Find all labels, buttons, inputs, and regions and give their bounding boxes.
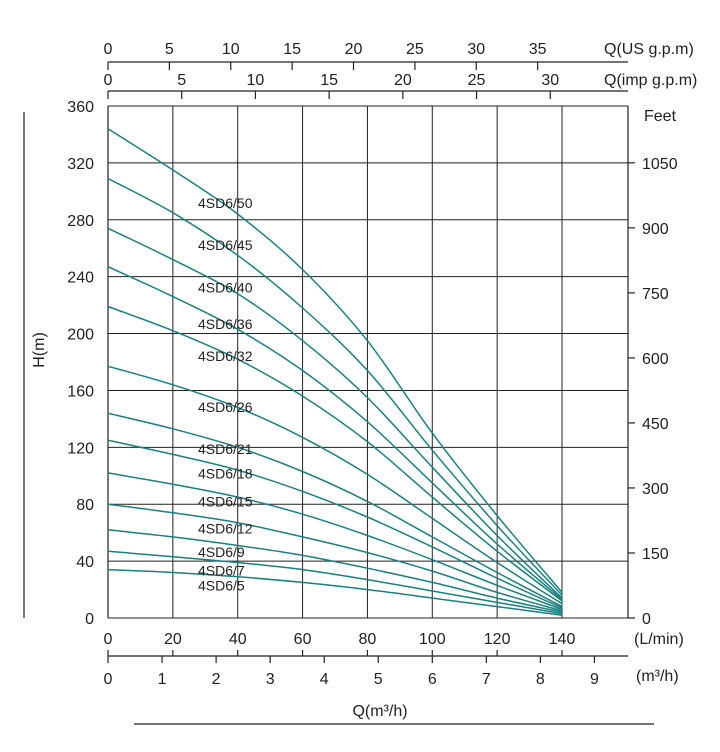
series-label-4SD6-9: 4SD6/9 bbox=[198, 544, 245, 560]
curve-4SD6-21 bbox=[107, 412, 563, 608]
series-label-4SD6-12: 4SD6/12 bbox=[198, 521, 253, 537]
series-label-4SD6-15: 4SD6/15 bbox=[198, 494, 253, 510]
curves bbox=[107, 128, 563, 616]
feet-tick-150: 150 bbox=[642, 546, 669, 563]
top-axis-1-title: Q(imp g.p.m) bbox=[604, 72, 697, 89]
series-label-4SD6-40: 4SD6/40 bbox=[198, 280, 253, 296]
curve-4SD6-5 bbox=[107, 568, 563, 616]
curve-4SD6-40 bbox=[107, 227, 563, 599]
y-tick-320: 320 bbox=[67, 156, 94, 173]
x-axis-title: Q(m³/h) bbox=[352, 703, 407, 720]
top-axis-0-tick-20: 20 bbox=[345, 41, 363, 58]
x-tick-0: 0 bbox=[104, 631, 113, 648]
m3h-tick-0: 0 bbox=[104, 671, 113, 688]
feet-tick-300: 300 bbox=[642, 481, 669, 498]
m3h-tick-4: 4 bbox=[320, 671, 329, 688]
series-label-4SD6-36: 4SD6/36 bbox=[198, 316, 253, 332]
top-axis-0-tick-10: 10 bbox=[222, 41, 240, 58]
series-label-4SD6-50: 4SD6/50 bbox=[198, 195, 253, 211]
x-tick-40: 40 bbox=[229, 631, 247, 648]
feet-tick-900: 900 bbox=[642, 221, 669, 238]
series-label-4SD6-21: 4SD6/21 bbox=[198, 441, 253, 457]
series-label-4SD6-45: 4SD6/45 bbox=[198, 237, 253, 253]
m3h-tick-9: 9 bbox=[590, 671, 599, 688]
y-tick-360: 360 bbox=[67, 99, 94, 116]
y-tick-240: 240 bbox=[67, 270, 94, 287]
series-label-4SD6-26: 4SD6/26 bbox=[198, 399, 253, 415]
m3h-tick-8: 8 bbox=[536, 671, 545, 688]
curve-4SD6-15 bbox=[107, 472, 563, 611]
curve-4SD6-18 bbox=[107, 439, 563, 609]
top-axis-1-tick-15: 15 bbox=[320, 72, 338, 89]
curve-4SD6-26 bbox=[107, 365, 563, 605]
curve-4SD6-7 bbox=[107, 550, 563, 615]
y-tick-200: 200 bbox=[67, 327, 94, 344]
m3h-tick-5: 5 bbox=[374, 671, 383, 688]
series-label-4SD6-18: 4SD6/18 bbox=[198, 465, 253, 481]
x-tick-120: 120 bbox=[484, 631, 511, 648]
m3h-tick-1: 1 bbox=[158, 671, 167, 688]
series-label-4SD6-32: 4SD6/32 bbox=[198, 348, 253, 364]
top-axis-1-tick-10: 10 bbox=[247, 72, 265, 89]
feet-tick-1050: 1050 bbox=[642, 156, 678, 173]
m3h-tick-6: 6 bbox=[428, 671, 437, 688]
top-axis-0-tick-0: 0 bbox=[104, 41, 113, 58]
top-axis-0-tick-15: 15 bbox=[283, 41, 301, 58]
feet-tick-600: 600 bbox=[642, 351, 669, 368]
feet-tick-750: 750 bbox=[642, 286, 669, 303]
top-axis-0-tick-30: 30 bbox=[467, 41, 485, 58]
y-tick-160: 160 bbox=[67, 383, 94, 400]
curve-4SD6-50 bbox=[107, 128, 563, 593]
y-tick-40: 40 bbox=[76, 554, 94, 571]
feet-axis-title: Feet bbox=[644, 108, 677, 125]
x-tick-80: 80 bbox=[359, 631, 377, 648]
series-label-4SD6-5: 4SD6/5 bbox=[198, 578, 245, 594]
feet-tick-0: 0 bbox=[642, 611, 651, 628]
axes: 04080120160200240280320360H(m)0150300450… bbox=[23, 41, 697, 725]
y-tick-80: 80 bbox=[76, 497, 94, 514]
curve-4SD6-12 bbox=[107, 503, 563, 612]
labels: 4SD6/50 4SD6/45 4SD6/40 4SD6/36 4SD6/32 4SD6/… bbox=[198, 195, 253, 594]
y-tick-280: 280 bbox=[67, 213, 94, 230]
top-axis-1-tick-5: 5 bbox=[177, 72, 186, 89]
m3h-tick-2: 2 bbox=[212, 671, 221, 688]
y-tick-120: 120 bbox=[67, 440, 94, 457]
top-axis-0-tick-5: 5 bbox=[165, 41, 174, 58]
curve-4SD6-9 bbox=[107, 529, 563, 614]
y-tick-0: 0 bbox=[85, 611, 94, 628]
y-axis-title: H(m) bbox=[31, 332, 48, 368]
feet-tick-450: 450 bbox=[642, 416, 669, 433]
x-tick-100: 100 bbox=[419, 631, 446, 648]
x-tick-140: 140 bbox=[549, 631, 576, 648]
x-tick-20: 20 bbox=[164, 631, 182, 648]
top-axis-0-title: Q(US g.p.m) bbox=[604, 41, 694, 58]
top-axis-1-tick-25: 25 bbox=[468, 72, 486, 89]
m3h-tick-3: 3 bbox=[266, 671, 275, 688]
top-axis-1-tick-30: 30 bbox=[541, 72, 559, 89]
top-axis-0-tick-35: 35 bbox=[529, 41, 547, 58]
x-tick-60: 60 bbox=[294, 631, 312, 648]
series-label-4SD6-7: 4SD6/7 bbox=[198, 563, 245, 579]
curve-4SD6-45 bbox=[107, 177, 563, 596]
m3h-tick-7: 7 bbox=[482, 671, 491, 688]
top-axis-1-tick-0: 0 bbox=[104, 72, 113, 89]
grid bbox=[107, 105, 629, 619]
top-axis-0-tick-25: 25 bbox=[406, 41, 424, 58]
curve-4SD6-36 bbox=[107, 266, 563, 601]
lmin-unit-label: (L/min) bbox=[634, 631, 684, 648]
curve-4SD6-32 bbox=[107, 305, 563, 602]
m3h-unit-label: (m³/h) bbox=[636, 668, 679, 685]
top-axis-1-tick-20: 20 bbox=[394, 72, 412, 89]
